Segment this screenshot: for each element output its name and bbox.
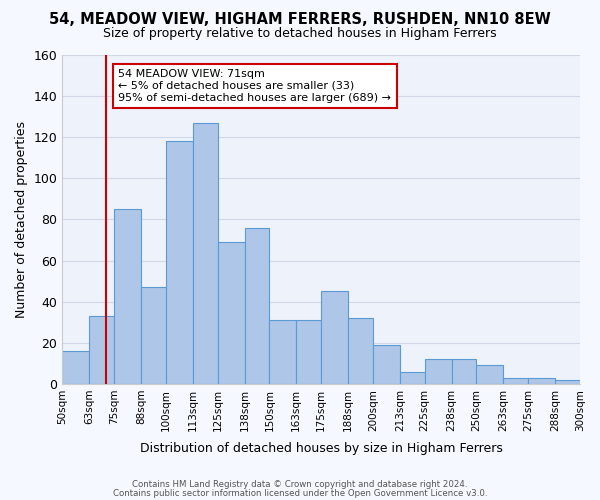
Bar — [503, 378, 528, 384]
Bar — [141, 288, 166, 384]
Text: Contains HM Land Registry data © Crown copyright and database right 2024.: Contains HM Land Registry data © Crown c… — [132, 480, 468, 489]
Text: Size of property relative to detached houses in Higham Ferrers: Size of property relative to detached ho… — [103, 28, 497, 40]
Bar — [373, 345, 400, 384]
Bar — [296, 320, 321, 384]
X-axis label: Distribution of detached houses by size in Higham Ferrers: Distribution of detached houses by size … — [140, 442, 503, 455]
Bar — [321, 292, 348, 384]
Text: Contains public sector information licensed under the Open Government Licence v3: Contains public sector information licen… — [113, 488, 487, 498]
Text: 54 MEADOW VIEW: 71sqm
← 5% of detached houses are smaller (33)
95% of semi-detac: 54 MEADOW VIEW: 71sqm ← 5% of detached h… — [118, 70, 391, 102]
Bar — [269, 320, 296, 384]
Bar — [218, 242, 245, 384]
Bar — [348, 318, 373, 384]
Bar — [528, 378, 555, 384]
Bar — [555, 380, 580, 384]
Bar — [62, 351, 89, 384]
Bar — [89, 316, 114, 384]
Bar — [245, 228, 269, 384]
Y-axis label: Number of detached properties: Number of detached properties — [15, 121, 28, 318]
Bar — [193, 123, 218, 384]
Bar — [476, 366, 503, 384]
Bar — [166, 142, 193, 384]
Bar — [452, 359, 476, 384]
Text: 54, MEADOW VIEW, HIGHAM FERRERS, RUSHDEN, NN10 8EW: 54, MEADOW VIEW, HIGHAM FERRERS, RUSHDEN… — [49, 12, 551, 28]
Bar — [425, 359, 452, 384]
Bar — [114, 209, 141, 384]
Bar — [400, 372, 425, 384]
